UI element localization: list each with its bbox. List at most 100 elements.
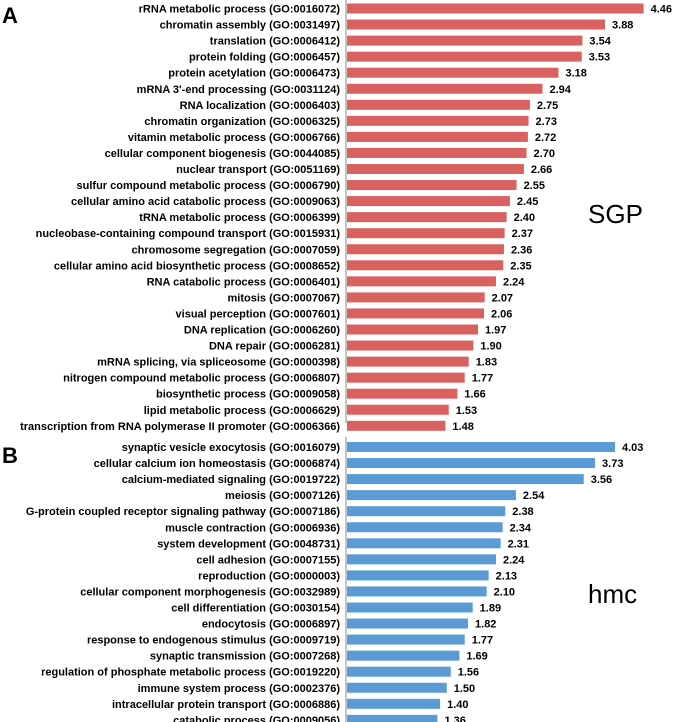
bar xyxy=(347,458,596,469)
bar xyxy=(347,164,524,174)
bar xyxy=(347,131,528,142)
value-label: 1.69 xyxy=(466,651,487,663)
bar xyxy=(347,35,583,46)
value-label: 2.75 xyxy=(537,100,558,112)
category-label: rRNA metabolic process (GO:0016072) xyxy=(139,4,341,16)
category-label: G-protein coupled receptor signaling pat… xyxy=(26,506,341,518)
bar xyxy=(347,602,473,613)
value-label: 2.94 xyxy=(550,84,572,96)
value-label: 2.37 xyxy=(512,228,533,240)
value-label: 2.13 xyxy=(496,570,517,582)
bar xyxy=(347,147,527,158)
bar xyxy=(347,19,606,30)
bar xyxy=(347,522,503,533)
bar xyxy=(347,714,438,722)
bar xyxy=(347,83,543,94)
bar xyxy=(347,538,501,549)
value-label: 1.89 xyxy=(480,603,501,615)
bar xyxy=(347,388,458,399)
value-label: 1.66 xyxy=(464,389,485,401)
category-label: biosynthetic process (GO:0009058) xyxy=(156,389,340,401)
bar xyxy=(347,698,441,709)
bar xyxy=(347,490,516,501)
value-label: 1.56 xyxy=(458,667,479,679)
category-label: cellular component biogenesis (GO:004408… xyxy=(105,148,341,160)
category-label: nuclear transport (GO:0051169) xyxy=(176,164,340,176)
bar xyxy=(347,586,487,597)
bar xyxy=(347,260,504,271)
value-label: 1.77 xyxy=(472,373,493,385)
bar xyxy=(347,99,530,110)
bar xyxy=(347,682,447,693)
category-label: translation (GO:0006412) xyxy=(210,36,341,48)
bar xyxy=(347,276,496,287)
category-label: cellular component morphogenesis (GO:003… xyxy=(80,586,340,598)
bar xyxy=(347,228,505,239)
bar xyxy=(347,356,469,367)
panel-letter-a: A xyxy=(2,3,18,28)
category-label: RNA catabolic process (GO:0006401) xyxy=(147,276,341,288)
bar xyxy=(347,308,484,319)
bar xyxy=(347,420,446,431)
panel-a-chart: rRNA metabolic process (GO:0016072) 4.46 c… xyxy=(20,0,672,433)
bar xyxy=(347,115,529,126)
category-label: nucleobase-containing compound transport… xyxy=(36,228,341,240)
value-label: 2.36 xyxy=(511,244,532,256)
bar xyxy=(347,650,460,661)
category-label: reproduction (GO:0000003) xyxy=(198,570,340,582)
series-label-sgp: SGP xyxy=(588,199,643,229)
panel-b-chart: synaptic vesicle exocytosis (GO:0016079)… xyxy=(26,437,643,722)
value-label: 3.88 xyxy=(612,20,633,32)
category-label: tRNA metabolic process (GO:0006399) xyxy=(139,212,340,224)
value-label: 2.06 xyxy=(491,308,512,320)
category-label: sulfur compound metabolic process (GO:00… xyxy=(77,180,341,192)
value-label: 1.83 xyxy=(476,357,497,369)
value-label: 3.18 xyxy=(565,68,586,80)
category-label: cell adhesion (GO:0007155) xyxy=(196,554,340,566)
bar xyxy=(347,506,506,517)
bar xyxy=(347,67,559,78)
value-label: 1.53 xyxy=(456,405,477,417)
value-label: 2.54 xyxy=(523,490,545,502)
value-label: 1.77 xyxy=(472,635,493,647)
category-label: chromatin assembly (GO:0031497) xyxy=(160,20,341,32)
bar xyxy=(347,244,504,255)
value-label: 1.48 xyxy=(452,421,473,433)
category-label: cellular calcium ion homeostasis (GO:000… xyxy=(94,458,341,470)
category-label: protein folding (GO:0006457) xyxy=(189,52,340,64)
category-label: response to endogenous stimulus (GO:0009… xyxy=(87,635,340,647)
value-label: 2.45 xyxy=(517,196,538,208)
bar xyxy=(347,372,465,383)
bar xyxy=(347,51,582,62)
value-label: 4.03 xyxy=(622,442,643,454)
bar xyxy=(347,3,644,14)
category-label: synaptic transmission (GO:0007268) xyxy=(150,651,340,663)
value-label: 2.66 xyxy=(531,164,552,176)
bar xyxy=(347,324,479,335)
value-label: 2.72 xyxy=(535,132,556,144)
category-label: DNA replication (GO:0006260) xyxy=(184,325,340,337)
value-label: 1.50 xyxy=(454,683,475,695)
value-label: 1.82 xyxy=(475,619,496,631)
value-label: 1.36 xyxy=(444,715,465,722)
category-label: system development (GO:0048731) xyxy=(157,538,340,550)
category-label: mRNA splicing, via spliceosome (GO:00003… xyxy=(97,357,340,369)
category-label: regulation of phosphate metabolic proces… xyxy=(41,667,340,679)
bar xyxy=(347,404,449,415)
panel-letter-b: B xyxy=(2,443,18,468)
value-label: 2.31 xyxy=(508,538,529,550)
category-label: immune system process (GO:0002376) xyxy=(138,683,341,695)
bar xyxy=(347,180,517,191)
bar xyxy=(347,554,496,565)
category-label: intracellular protein transport (GO:0006… xyxy=(112,699,340,711)
category-label: visual perception (GO:0007601) xyxy=(176,308,341,320)
category-label: lipid metabolic process (GO:0006629) xyxy=(144,405,341,417)
category-label: mRNA 3'-end processing (GO:0031124) xyxy=(137,84,341,96)
bar xyxy=(347,570,489,581)
category-label: meiosis (GO:0007126) xyxy=(225,490,340,502)
value-label: 3.53 xyxy=(589,52,610,64)
category-label: cellular amino acid catabolic process (G… xyxy=(71,196,340,208)
value-label: 3.56 xyxy=(591,474,612,486)
bar xyxy=(347,666,451,677)
